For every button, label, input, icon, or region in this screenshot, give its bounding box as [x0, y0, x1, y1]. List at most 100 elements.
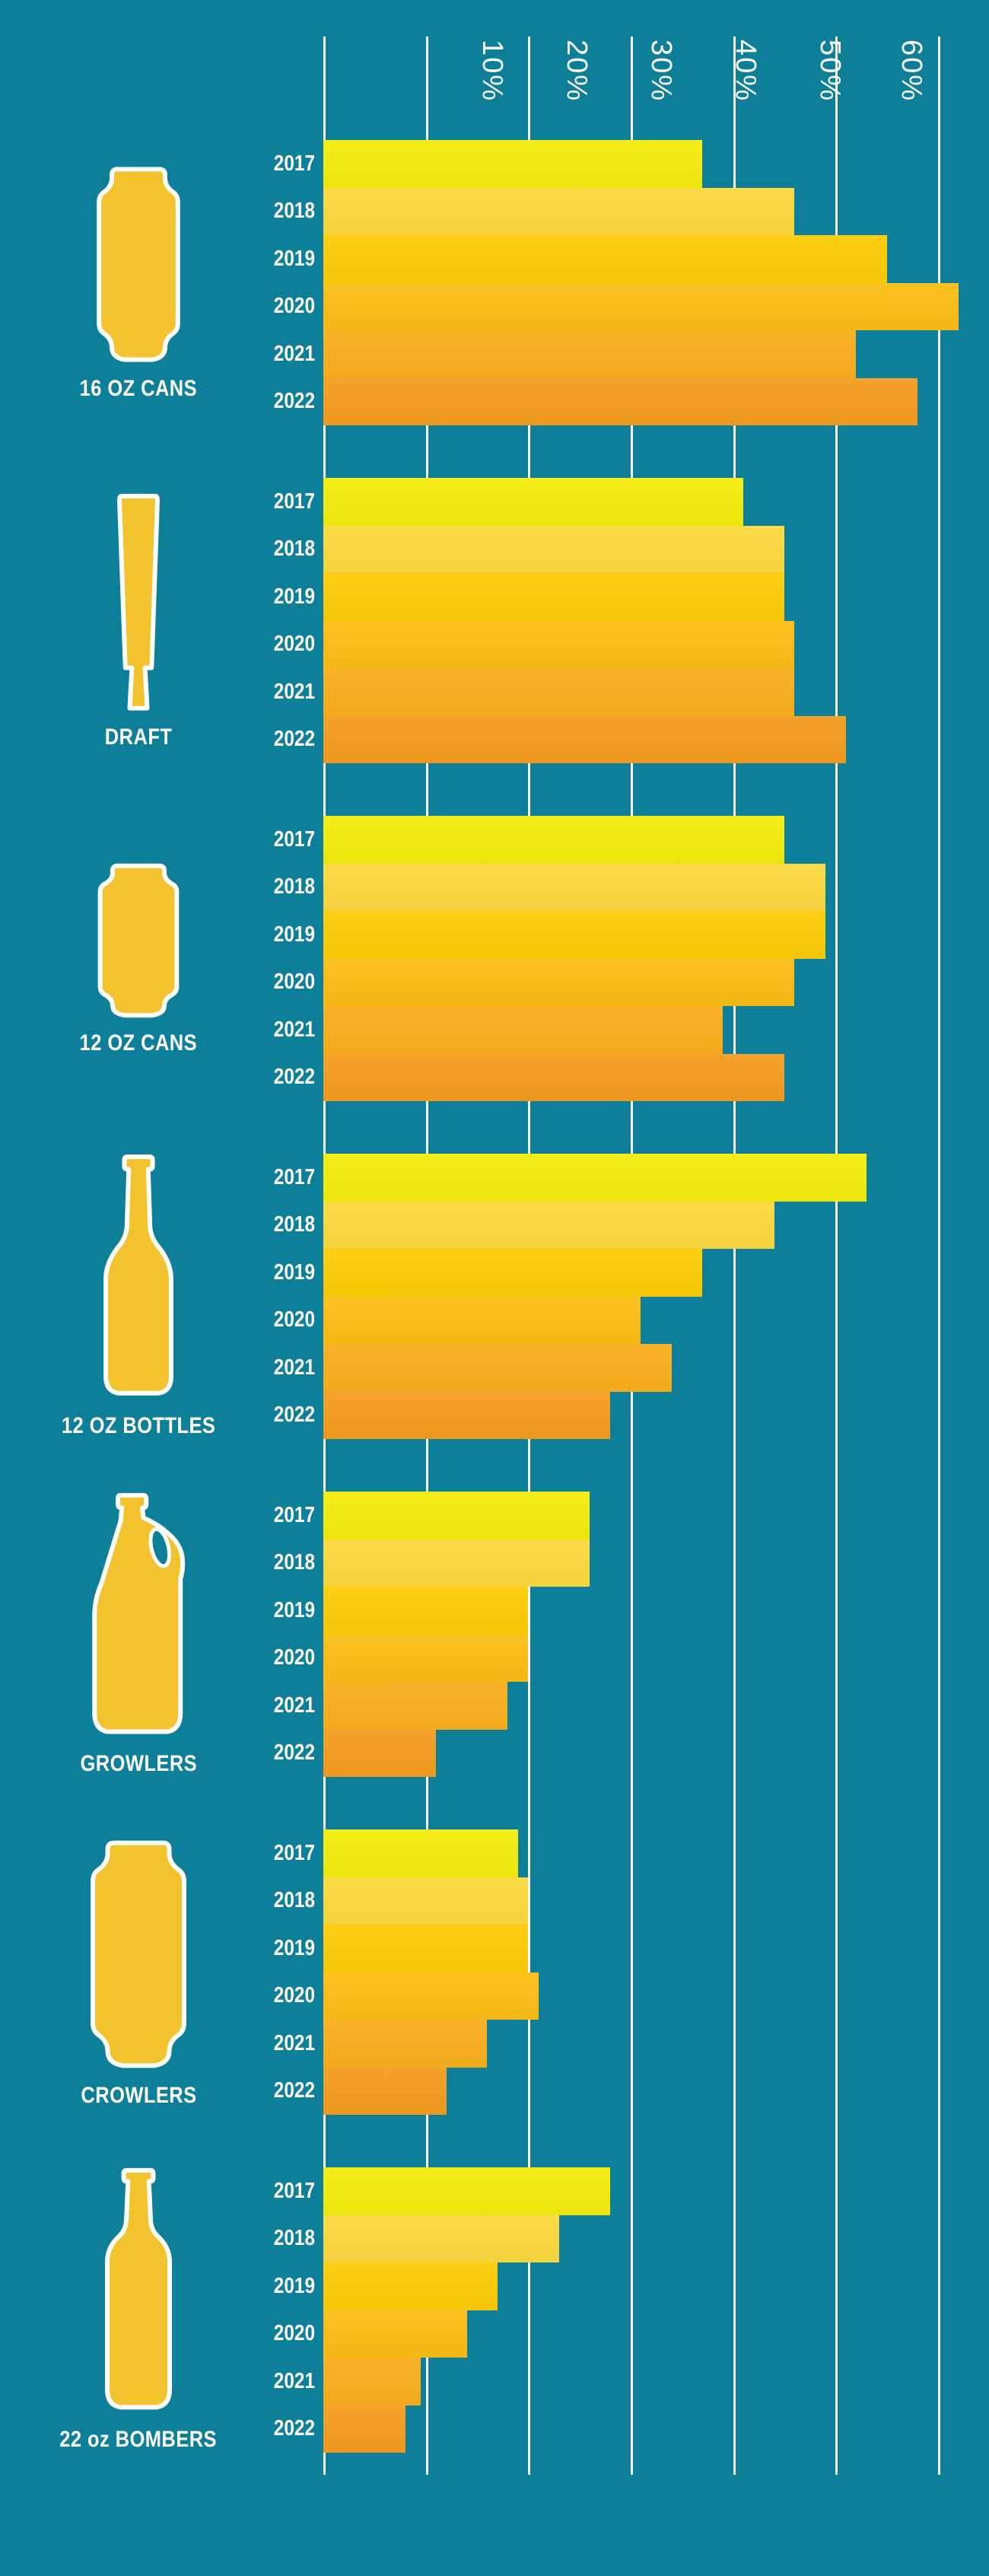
bar-row: 2019 [228, 2262, 610, 2310]
bar-2019 [323, 573, 784, 621]
year-label-2020: 2020 [273, 2321, 315, 2346]
category-group-draft: DRAFT 2017 2018 2019 2020 2021 2022 [0, 478, 989, 763]
bars-container: 2017 2018 2019 2020 2021 2022 [228, 1829, 539, 2115]
year-label-2018: 2018 [273, 2226, 315, 2251]
year-label-2022: 2022 [273, 2078, 315, 2103]
year-label-2019: 2019 [273, 246, 315, 271]
bar-row: 2022 [228, 1053, 825, 1101]
year-label-2017: 2017 [273, 1840, 315, 1865]
bar-2022 [323, 377, 918, 425]
bar-row: 2017 [228, 1492, 590, 1540]
bar-2020 [323, 1296, 641, 1344]
category-label: DRAFT [104, 724, 173, 750]
bar-2019 [323, 1925, 529, 1973]
year-label-2017: 2017 [273, 151, 315, 176]
category-label: 12 OZ BOTTLES [61, 1413, 216, 1438]
year-label-2020: 2020 [273, 1645, 315, 1670]
bar-row: 2019 [228, 573, 846, 621]
axis-tick-label-40%: 40% [730, 40, 762, 103]
year-label-2022: 2022 [273, 727, 315, 752]
category-label: 12 OZ CANS [79, 1030, 198, 1056]
year-label-2022: 2022 [273, 1740, 315, 1766]
bar-2018 [323, 1201, 774, 1249]
bar-row: 2019 [228, 1587, 590, 1635]
bar-2020 [323, 282, 959, 330]
category-label: 16 OZ CANS [79, 376, 198, 401]
bar-row: 2021 [228, 1006, 825, 1054]
bar-2020 [323, 1634, 529, 1682]
bar-2021 [323, 330, 857, 378]
bar-2017 [323, 1829, 518, 1877]
year-label-2021: 2021 [273, 1692, 315, 1718]
category-icon-stack: DRAFT [17, 478, 260, 763]
year-label-2020: 2020 [273, 294, 315, 319]
bar-2022 [323, 2405, 405, 2453]
bar-row: 2017 [228, 816, 825, 864]
bar-2018 [323, 1539, 590, 1587]
axis-tick-label-20%: 20% [561, 40, 593, 103]
year-label-2018: 2018 [273, 1212, 315, 1237]
year-label-2020: 2020 [273, 632, 315, 657]
bar-row: 2018 [228, 1877, 539, 1925]
growler-handle-hole [147, 1526, 173, 1569]
year-label-2021: 2021 [273, 2368, 315, 2393]
bar-row: 2022 [228, 2067, 539, 2115]
year-label-2019: 2019 [273, 584, 315, 609]
year-label-2017: 2017 [273, 2178, 315, 2203]
bar-2021 [323, 2358, 421, 2406]
bar-row: 2017 [228, 1829, 539, 1877]
year-label-2018: 2018 [273, 1888, 315, 1913]
bar-2017 [323, 140, 703, 188]
bar-row: 2017 [228, 478, 846, 526]
category-label: CROWLERS [80, 2082, 197, 2108]
bar-2021 [323, 2020, 488, 2068]
year-label-2020: 2020 [273, 1307, 315, 1333]
year-label-2022: 2022 [273, 2416, 315, 2441]
year-label-2019: 2019 [273, 2273, 315, 2298]
bar-2020 [323, 2310, 467, 2358]
bar-2021 [323, 668, 795, 716]
bar-row: 2019 [228, 1925, 539, 1973]
crowler-can-icon [77, 1836, 200, 2072]
bars-container: 2017 2018 2019 2020 2021 2022 [228, 1154, 867, 1439]
category-group-crowlers: CROWLERS 2017 2018 2019 2020 2021 2022 [0, 1829, 989, 2115]
category-group-22-oz-bombers: 22 oz BOMBERS 2017 2018 2019 2020 2021 2022 [0, 2167, 989, 2453]
bar-row: 2020 [228, 1972, 539, 2020]
bar-2017 [323, 816, 784, 864]
bars-container: 2017 2018 2019 2020 2021 2022 [228, 816, 825, 1101]
bar-2021 [323, 1006, 723, 1054]
bar-row: 2021 [228, 1344, 867, 1392]
bar-2020 [323, 1972, 539, 2020]
category-icon-stack: 22 oz BOMBERS [17, 2167, 260, 2453]
bar-2017 [323, 1492, 590, 1540]
bar-2019 [323, 1587, 529, 1635]
bars-container: 2017 2018 2019 2020 2021 2022 [228, 2167, 611, 2453]
bar-2022 [323, 1053, 784, 1101]
category-icon-stack: 16 OZ CANS [17, 140, 260, 425]
twelve-oz-bottle-icon [94, 1154, 183, 1403]
year-label-2021: 2021 [273, 1355, 315, 1380]
bar-2018 [323, 1877, 529, 1925]
year-label-2019: 2019 [273, 1935, 315, 1960]
year-label-2017: 2017 [273, 1164, 315, 1189]
bar-2019 [323, 911, 825, 959]
year-label-2020: 2020 [273, 970, 315, 995]
bar-row: 2020 [228, 620, 846, 668]
axis-tick-label-10%: 10% [476, 40, 508, 103]
bar-2022 [323, 1391, 611, 1439]
category-icon-stack: CROWLERS [17, 1829, 260, 2115]
category-label: GROWLERS [80, 1751, 197, 1776]
bar-row: 2018 [228, 2215, 610, 2262]
category-label: 22 oz BOMBERS [59, 2427, 218, 2452]
year-label-2019: 2019 [273, 922, 315, 947]
tap-handle-icon [102, 492, 175, 714]
bar-2020 [323, 958, 795, 1006]
pint-can-icon [85, 164, 192, 365]
bar-row: 2018 [228, 1201, 867, 1249]
bar-row: 2018 [228, 187, 959, 235]
bar-2022 [323, 715, 846, 763]
bar-row: 2021 [228, 2358, 610, 2406]
year-label-2018: 2018 [273, 199, 315, 224]
bar-row: 2020 [228, 1634, 590, 1682]
